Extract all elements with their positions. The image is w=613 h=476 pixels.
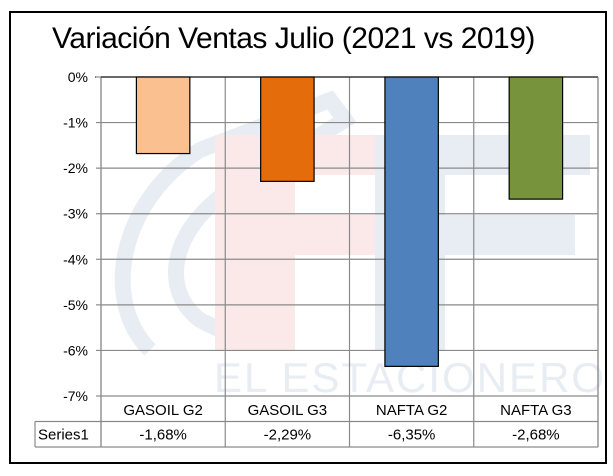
chart-title: Variación Ventas Julio (2021 vs 2019) <box>52 22 535 55</box>
category-label: NAFTA G2 <box>376 402 447 419</box>
watermark-e-mid <box>215 215 375 255</box>
axes <box>95 76 598 447</box>
y-tick-label: -4% <box>63 251 88 267</box>
table-value: -6,35% <box>388 427 436 444</box>
category-label: GASOIL G2 <box>123 402 202 419</box>
y-tick-label: 0% <box>68 69 88 85</box>
y-tick-label: -1% <box>63 115 88 131</box>
y-tick-label: -7% <box>63 388 88 404</box>
y-tick-label: -2% <box>63 160 88 176</box>
bar-nafta-g3 <box>508 76 564 200</box>
watermark-e-stem <box>215 165 295 350</box>
y-tick-label: -6% <box>63 342 88 358</box>
table-value: -1,68% <box>139 427 187 444</box>
bar-nafta-g2 <box>384 76 439 367</box>
category-label: NAFTA G3 <box>500 402 571 419</box>
table-value: -2,29% <box>264 427 312 444</box>
bar-gasoil-g3 <box>260 76 315 182</box>
table-row-label: Series1 <box>38 427 89 444</box>
y-axis-ticks: 0% -1% -2% -3% -4% -5% -6% -7% <box>63 69 101 404</box>
y-tick-label: -3% <box>63 206 88 222</box>
table-value: -2,68% <box>512 427 560 444</box>
bars <box>135 76 564 367</box>
data-table: Series1 GASOIL G2 -1,68% GASOIL G3 -2,29% NAF… <box>34 77 599 448</box>
y-tick-label: -5% <box>63 297 88 313</box>
category-label: GASOIL G3 <box>248 402 327 419</box>
bar-gasoil-g2 <box>135 76 191 155</box>
